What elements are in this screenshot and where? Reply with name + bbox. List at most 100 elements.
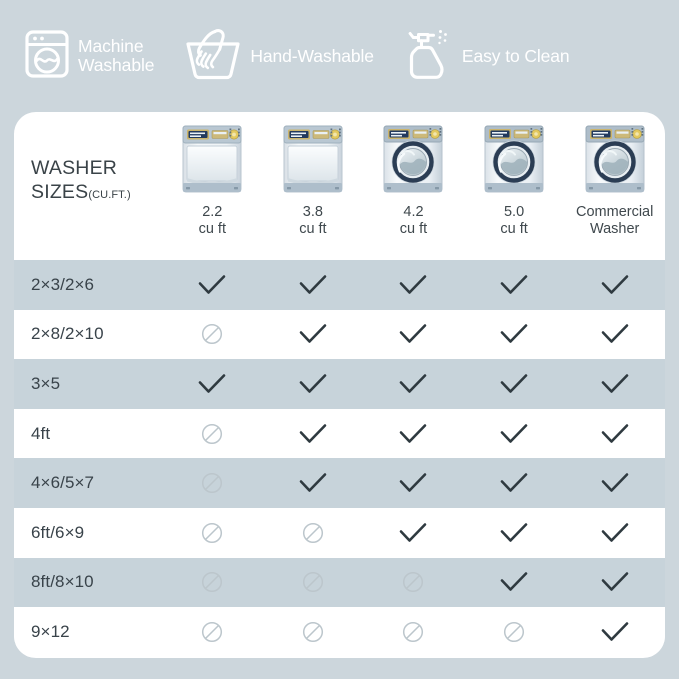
matrix-cell — [263, 310, 364, 360]
matrix-cell — [564, 260, 665, 310]
checkmark-icon — [298, 471, 328, 495]
row-cells — [162, 260, 665, 310]
column-header-label: 4.2 cu ft — [399, 204, 428, 237]
column-headers: 2.2 cu ft — [162, 112, 665, 260]
row-cells — [162, 607, 665, 657]
not-allowed-icon — [201, 522, 223, 544]
matrix-cell — [464, 458, 565, 508]
row-label: 4×6/5×7 — [31, 473, 95, 493]
column-header-5: Commercial Washer — [564, 112, 665, 260]
row-label: 2×3/2×6 — [31, 274, 95, 294]
matrix-cell — [162, 260, 263, 310]
table-row: 2×8/2×10 — [14, 309, 665, 360]
column-header-label: 5.0 cu ft — [500, 204, 528, 237]
matrix-cell — [162, 409, 263, 459]
matrix-cell — [363, 558, 464, 608]
matrix-cell — [162, 359, 263, 409]
row-label: 9×12 — [31, 621, 70, 641]
matrix-cell — [464, 260, 565, 310]
not-allowed-icon — [402, 571, 424, 593]
checkmark-icon — [600, 372, 630, 396]
feature-label: Machine Washable — [78, 36, 155, 75]
checkmark-icon — [197, 273, 227, 297]
not-allowed-icon — [302, 621, 324, 643]
matrix-cell — [464, 607, 565, 657]
matrix-cell — [263, 359, 364, 409]
top-load-washer-icon — [179, 120, 245, 198]
checkmark-icon — [600, 273, 630, 297]
corner-title-unit: (CU.FT.) — [88, 189, 131, 201]
matrix-cell — [263, 458, 364, 508]
checkmark-icon — [298, 273, 328, 297]
machine-washable-icon — [24, 29, 70, 84]
feature-easy-to-clean: Easy to Clean — [402, 26, 570, 87]
column-header-label: Commercial Washer — [576, 204, 654, 237]
checkmark-icon — [499, 372, 529, 396]
corner-title-main: WASHER SIZES — [31, 157, 118, 203]
matrix-cell — [564, 458, 665, 508]
matrix-cell — [162, 458, 263, 508]
matrix-cell — [162, 558, 263, 608]
matrix-cell — [564, 607, 665, 657]
checkmark-icon — [298, 322, 328, 346]
checkmark-icon — [600, 322, 630, 346]
not-allowed-icon — [201, 323, 223, 345]
matrix-cell — [363, 508, 464, 558]
matrix-cell — [363, 260, 464, 310]
matrix-cell — [263, 260, 364, 310]
top-load-washer-icon — [280, 120, 346, 198]
feature-hand-washable: Hand-Washable — [184, 28, 374, 85]
checkmark-icon — [298, 372, 328, 396]
matrix-cell — [162, 508, 263, 558]
checkmark-icon — [600, 570, 630, 594]
checkmark-icon — [499, 273, 529, 297]
matrix-cell — [263, 558, 364, 608]
column-header-label: 2.2 cu ft — [198, 204, 226, 237]
row-label: 8ft/8×10 — [31, 572, 94, 592]
column-header-3: 4.2 cu ft — [363, 112, 464, 260]
table-row: 4ft — [14, 408, 665, 459]
matrix-cell — [464, 558, 565, 608]
checkmark-icon — [398, 521, 428, 545]
matrix-cell — [162, 607, 263, 657]
matrix-cell — [564, 508, 665, 558]
checkmark-icon — [600, 422, 630, 446]
row-label: 3×5 — [31, 373, 61, 393]
matrix-cell — [263, 607, 364, 657]
matrix-cell — [464, 310, 565, 360]
table-header-row: WASHER SIZES(CU.FT.) — [14, 112, 665, 260]
row-cells — [162, 508, 665, 558]
table-row: 3×5 — [14, 359, 665, 409]
checkmark-icon — [398, 422, 428, 446]
table-row: 8ft/8×10 — [14, 557, 665, 608]
spray-bottle-icon — [402, 26, 454, 87]
row-cells — [162, 359, 665, 409]
checkmark-icon — [298, 422, 328, 446]
matrix-cell — [363, 359, 464, 409]
not-allowed-icon — [503, 621, 525, 643]
checkmark-icon — [499, 322, 529, 346]
not-allowed-icon — [402, 621, 424, 643]
matrix-cell — [564, 310, 665, 360]
checkmark-icon — [398, 471, 428, 495]
row-label: 2×8/2×10 — [31, 324, 104, 344]
column-header-2: 3.8 cu ft — [263, 112, 364, 260]
front-load-washer-icon — [582, 120, 648, 198]
row-label: 4ft — [31, 423, 51, 443]
feature-label: Hand-Washable — [250, 45, 374, 66]
checkmark-icon — [600, 471, 630, 495]
checkmark-icon — [499, 521, 529, 545]
front-load-washer-icon — [380, 120, 446, 198]
matrix-cell — [363, 458, 464, 508]
row-cells — [162, 558, 665, 608]
table-row: 2×3/2×6 — [14, 260, 665, 310]
row-cells — [162, 310, 665, 360]
checkmark-icon — [600, 521, 630, 545]
matrix-cell — [162, 310, 263, 360]
not-allowed-icon — [302, 571, 324, 593]
not-allowed-icon — [201, 621, 223, 643]
checkmark-icon — [398, 372, 428, 396]
matrix-cell — [564, 558, 665, 608]
column-header-label: 3.8 cu ft — [299, 204, 327, 237]
